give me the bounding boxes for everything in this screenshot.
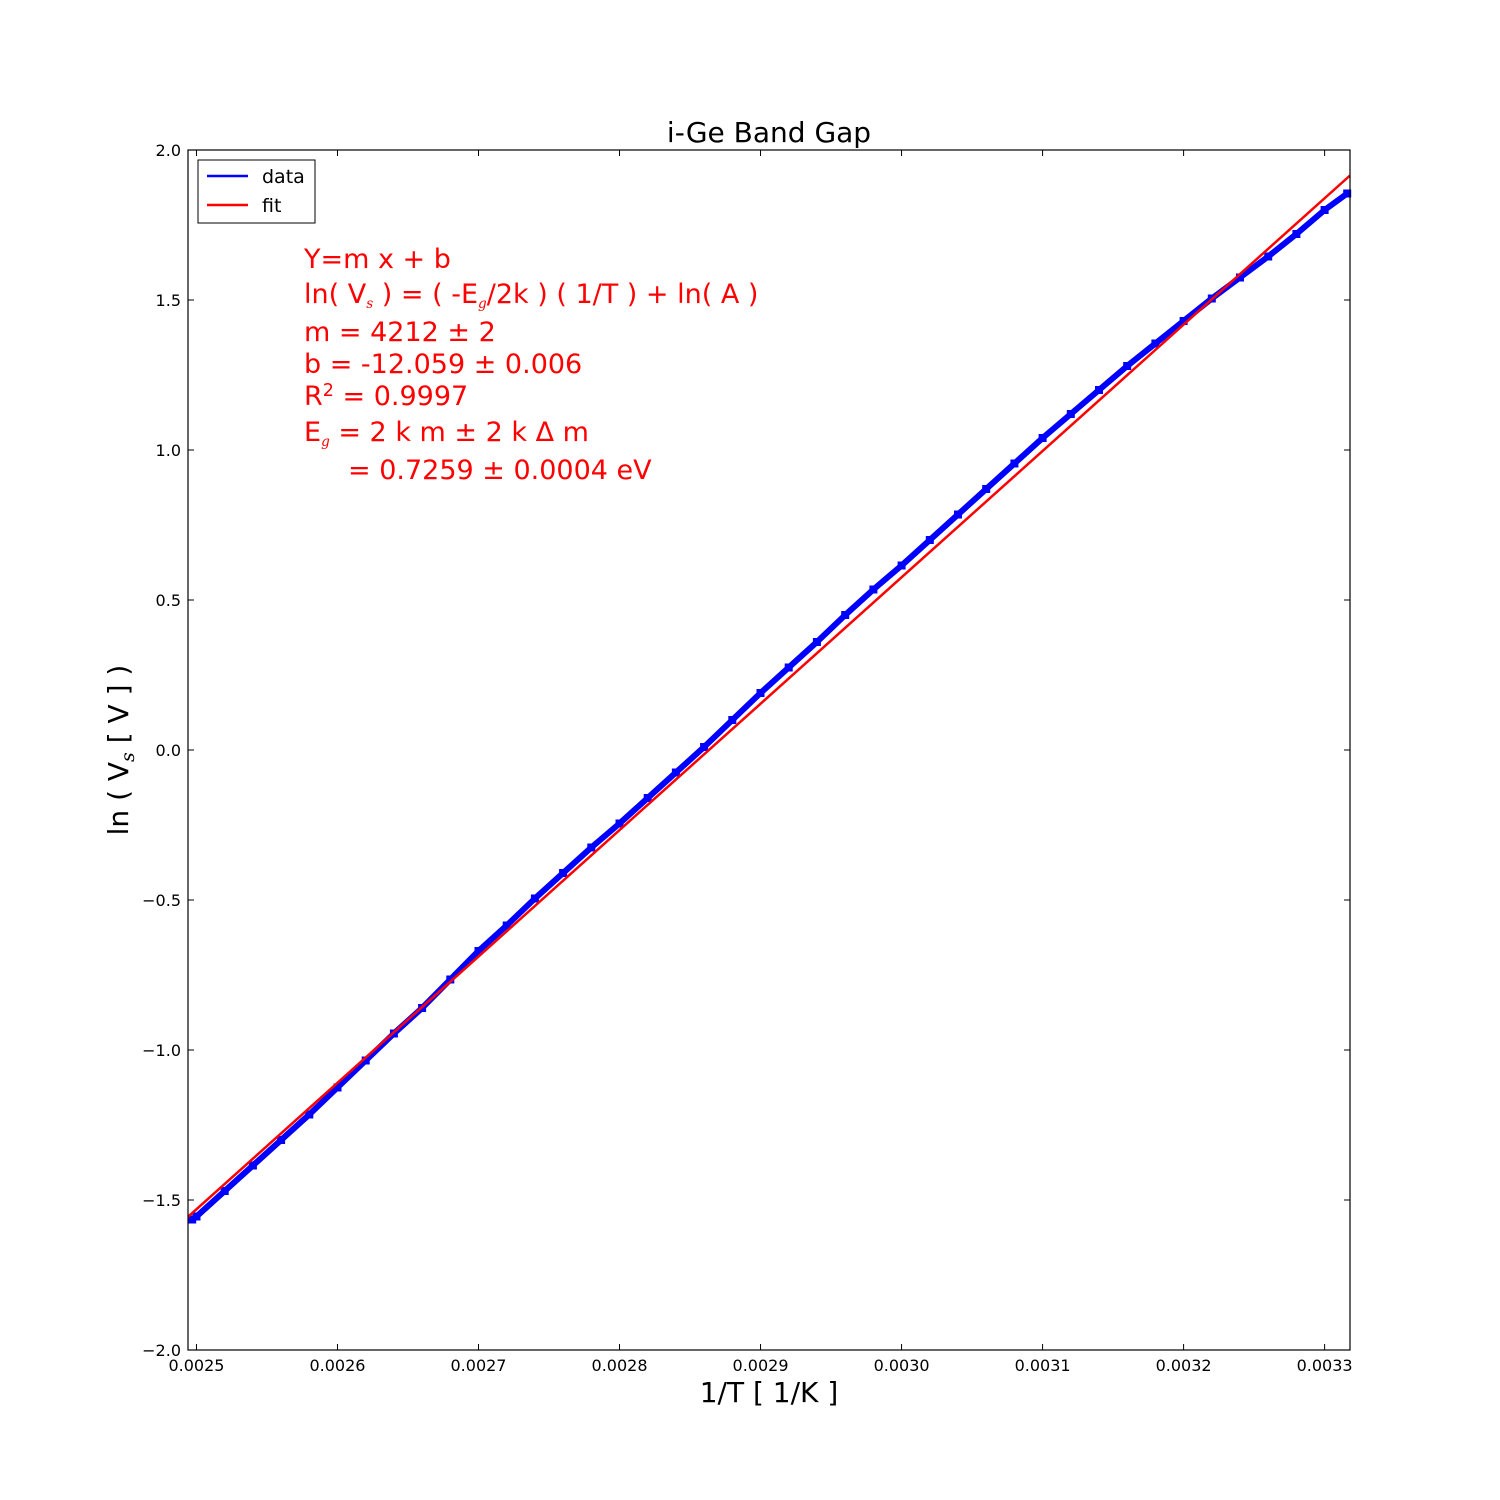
- y-axis-label-main: ln ( V: [102, 762, 135, 835]
- series-data-point: [192, 1212, 201, 1221]
- y-axis-label-tail: [ V ] ): [102, 665, 135, 753]
- series-data-point: [474, 947, 483, 955]
- y-tick-label: −2.0: [142, 1341, 181, 1360]
- annotation-equation-sub: s: [366, 295, 374, 312]
- series-data-point: [671, 768, 680, 777]
- y-tick-label: 0.5: [156, 591, 181, 610]
- y-tick-label: 0.0: [156, 741, 181, 760]
- series-data-point: [530, 894, 539, 903]
- x-tick-label: 0.0029: [733, 1356, 789, 1375]
- x-tick-label: 0.0030: [874, 1356, 930, 1375]
- y-tick-label: −0.5: [142, 891, 181, 910]
- annotation-r-squared-sup: 2: [322, 381, 334, 402]
- annotation-r-squared: R2 = 0.9997: [304, 381, 469, 412]
- series-data-point: [1010, 459, 1019, 468]
- series-data-point: [1236, 273, 1244, 282]
- series-data-point: [1264, 252, 1273, 261]
- series-data-point: [361, 1056, 370, 1065]
- legend: data fit: [197, 159, 316, 224]
- series-data-point: [841, 611, 850, 619]
- y-tick-label: −1.5: [142, 1191, 181, 1210]
- series-data-point: [982, 485, 991, 493]
- ticks-layer: 0.0025 0.0026 0.0027 0.0028 0.0029 0.0030 0.00…: [142, 141, 1352, 1375]
- series-data-point: [812, 638, 821, 646]
- x-tick-label: 0.0026: [309, 1356, 365, 1375]
- annotation-equation-part: ln( V: [304, 279, 367, 310]
- series-data-point: [925, 536, 934, 544]
- series-data-point: [954, 510, 962, 519]
- annotation-model: Y=m x + b: [304, 244, 451, 275]
- annotation-band-gap-value: = 0.7259 ± 0.0004 eV: [348, 455, 652, 486]
- x-axis-label: 1/T [ 1/K ]: [700, 1376, 839, 1409]
- series-data-point: [1320, 206, 1329, 214]
- x-tick-label: 0.0032: [1156, 1356, 1212, 1375]
- annotation-equation-part: /2k ) ( 1/T ) + ln( A ): [486, 279, 759, 310]
- series-fit-line: [187, 174, 1351, 1218]
- legend-box: [197, 159, 316, 224]
- series-data-point: [305, 1110, 314, 1119]
- annotation-equation-sub: g: [478, 295, 487, 312]
- series-data-point: [615, 819, 624, 828]
- y-tick-label: 1.5: [156, 291, 181, 310]
- series-data-point: [587, 843, 596, 852]
- x-tick-label: 0.0025: [168, 1356, 224, 1375]
- series-data-point: [1343, 189, 1352, 198]
- series-layer: [187, 174, 1352, 1224]
- annotation-equation: ln( Vs ) = ( -Eg/2k ) ( 1/T ) + ln( A ): [304, 281, 758, 312]
- x-tick-label: 0.0028: [592, 1356, 648, 1375]
- series-data-point: [220, 1187, 229, 1195]
- series-data-point: [1066, 410, 1075, 418]
- annotation-band-gap-part: = 2 k m ± 2 k Δ m: [329, 417, 589, 448]
- y-axis-label-sub: s: [117, 752, 139, 762]
- series-data-point: [1038, 434, 1047, 442]
- series-data-point: [728, 716, 737, 724]
- series-data-point: [756, 689, 765, 697]
- series-data-point: [333, 1083, 342, 1092]
- annotation-r-squared-part: R: [304, 381, 323, 412]
- x-tick-label: 0.0031: [1015, 1356, 1071, 1375]
- chart-title: i-Ge Band Gap: [667, 116, 871, 149]
- y-tick-label: 2.0: [156, 141, 181, 160]
- series-data-point: [446, 975, 455, 984]
- series-data-point: [277, 1136, 286, 1144]
- annotation-intercept: b = -12.059 ± 0.006: [304, 349, 583, 380]
- legend-fit-label: fit: [262, 195, 281, 217]
- series-data-point: [188, 1215, 197, 1224]
- legend-data-label: data: [262, 166, 305, 188]
- series-data-point: [1123, 362, 1132, 370]
- series-data-point: [1179, 317, 1188, 325]
- series-data-point: [784, 663, 793, 672]
- series-data-point: [1151, 339, 1160, 348]
- series-data-point: [869, 585, 878, 594]
- series-data-point: [559, 869, 568, 877]
- x-tick-label: 0.0033: [1297, 1356, 1353, 1375]
- annotation-slope: m = 4212 ± 2: [304, 317, 496, 348]
- series-data-point: [502, 921, 511, 930]
- annotation-r-squared-part: = 0.9997: [333, 381, 469, 412]
- annotation-band-gap-sub: g: [321, 433, 330, 450]
- series-data-point: [643, 794, 652, 802]
- annotation-band-gap-part: E: [304, 417, 322, 448]
- annotation-equation-part: ) = ( -E: [373, 279, 479, 310]
- annotation-band-gap-formula: Eg = 2 k m ± 2 k Δ m: [304, 419, 589, 450]
- series-data-point: [248, 1161, 257, 1170]
- series-data-point: [897, 561, 906, 570]
- y-tick-label: 1.0: [156, 441, 181, 460]
- series-data-point: [1095, 386, 1103, 394]
- y-axis-label: ln ( Vs [ V ] ): [102, 665, 139, 836]
- y-tick-label: −1.0: [142, 1041, 181, 1060]
- series-data-point: [1292, 230, 1301, 238]
- series-data-point: [700, 743, 709, 751]
- x-tick-label: 0.0027: [451, 1356, 507, 1375]
